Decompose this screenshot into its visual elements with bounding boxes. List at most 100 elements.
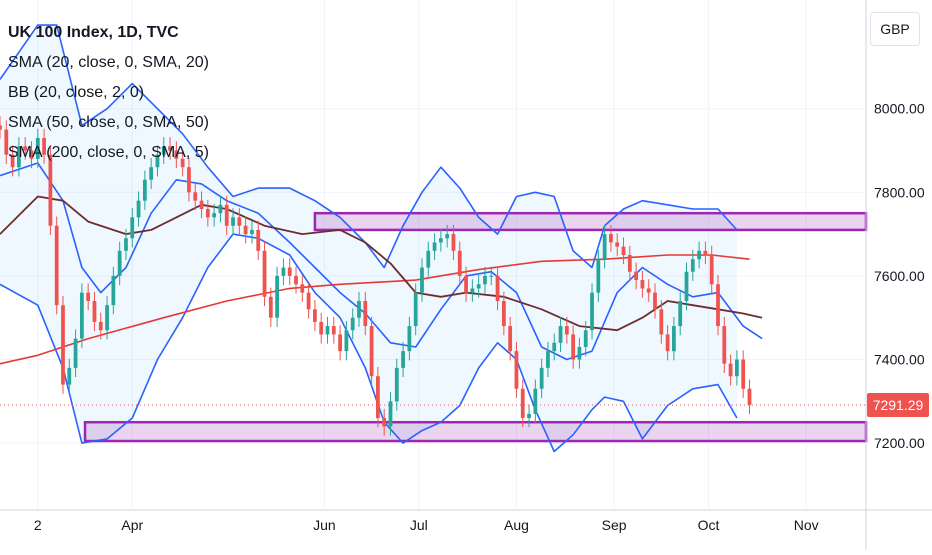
candle-body-50 — [313, 309, 317, 322]
candle-body-118 — [741, 359, 746, 389]
candle-body-14 — [86, 292, 91, 301]
candle-body-21 — [130, 217, 135, 239]
candle-body-7 — [42, 137, 46, 155]
candle-body-80 — [501, 300, 506, 327]
candle-body-112 — [703, 250, 708, 255]
candle-body-64 — [401, 351, 405, 368]
zone-rect-0 — [313, 211, 868, 232]
candle-body-114 — [716, 284, 720, 327]
candle-body-41 — [256, 229, 261, 251]
candle-body-23 — [142, 179, 147, 201]
candle-body-102 — [640, 280, 645, 289]
candle-body-16 — [98, 321, 103, 331]
zone-rect-1 — [83, 420, 868, 443]
candle-body-113 — [709, 255, 714, 285]
sma50-line — [0, 195, 763, 332]
candle-body-11 — [67, 367, 72, 385]
candle-body-87 — [546, 351, 550, 368]
candle-body-99 — [621, 246, 626, 255]
candle-body-95 — [596, 259, 601, 293]
x-tick-label-3: Jul — [410, 517, 428, 533]
candle-body-19 — [117, 250, 122, 276]
candle-body-6 — [35, 137, 40, 159]
candle-body-48 — [300, 284, 305, 293]
candle-body-82 — [514, 351, 519, 389]
x-tick-label-6: Oct — [698, 517, 720, 533]
candle-body-0 — [0, 125, 2, 130]
candle-body-108 — [678, 300, 683, 327]
candle-body-1 — [4, 129, 9, 155]
candle-body-88 — [552, 342, 557, 352]
candle-body-47 — [294, 275, 298, 285]
legend-sma200: SMA (200, close, 0, SMA, 5) — [8, 144, 209, 161]
candle-body-32 — [199, 200, 204, 210]
zones — [83, 211, 868, 443]
candle-body-85 — [533, 388, 538, 414]
x-tick-label-7: Nov — [794, 517, 819, 533]
candle-body-63 — [394, 367, 399, 402]
candle-body-22 — [136, 200, 141, 218]
candle-body-57 — [357, 300, 361, 318]
candle-body-58 — [363, 300, 368, 327]
candle-body-45 — [281, 267, 286, 276]
candle-body-31 — [193, 192, 198, 201]
candle-body-67 — [420, 267, 424, 293]
candles — [0, 116, 752, 436]
candle-body-28 — [174, 150, 179, 159]
candle-body-79 — [495, 275, 500, 301]
candle-body-3 — [17, 146, 21, 168]
candle-body-69 — [432, 242, 437, 251]
y-tick-label-1: 7800.00 — [874, 184, 925, 200]
legend-bb: BB (20, close, 2, 0) — [8, 84, 145, 101]
candle-body-61 — [382, 418, 387, 427]
bb-upper-line — [0, 24, 738, 269]
y-tick-label-0: 8000.00 — [874, 101, 925, 117]
x-tick-label-1: Apr — [121, 517, 143, 533]
candle-body-43 — [268, 296, 273, 318]
candle-body-90 — [564, 326, 569, 335]
candle-body-76 — [476, 284, 481, 289]
legend-sma20: SMA (20, close, 0, SMA, 20) — [8, 54, 209, 71]
candle-body-96 — [602, 234, 607, 260]
candle-body-13 — [79, 292, 84, 339]
candle-body-62 — [388, 401, 393, 427]
candle-body-25 — [155, 154, 160, 168]
bb-lower-line — [0, 233, 738, 453]
candle-body-51 — [319, 321, 324, 335]
candle-body-117 — [734, 359, 739, 377]
candle-body-8 — [48, 154, 53, 226]
candle-body-12 — [73, 338, 78, 368]
candle-body-68 — [426, 250, 431, 268]
candle-body-5 — [29, 150, 34, 159]
candle-body-81 — [508, 326, 513, 352]
candle-body-106 — [665, 334, 670, 352]
candle-body-97 — [609, 234, 613, 243]
sma20-line — [0, 162, 763, 361]
candle-body-70 — [438, 238, 443, 243]
y-tick-label-3: 7400.00 — [874, 352, 925, 368]
candle-body-84 — [527, 413, 531, 419]
candle-body-86 — [539, 367, 544, 389]
candle-body-10 — [61, 305, 65, 385]
candle-body-104 — [653, 292, 657, 310]
candle-body-72 — [451, 234, 456, 251]
candle-body-59 — [369, 326, 374, 377]
candle-body-29 — [180, 158, 185, 168]
candle-body-34 — [212, 213, 217, 218]
candle-body-54 — [338, 334, 342, 352]
last-price-label: 7291.29 — [873, 397, 924, 413]
candle-body-49 — [306, 292, 311, 310]
candle-body-66 — [413, 292, 418, 327]
candle-body-71 — [445, 234, 450, 239]
candle-body-111 — [697, 250, 701, 260]
legend-sma50: SMA (50, close, 0, SMA, 50) — [8, 114, 209, 131]
candle-body-39 — [243, 225, 248, 235]
x-tick-label-0: 2 — [34, 517, 42, 533]
candle-body-60 — [376, 376, 380, 419]
currency-button[interactable]: GBP — [870, 12, 920, 46]
candle-body-46 — [287, 267, 292, 276]
last-price-badge — [867, 392, 929, 417]
